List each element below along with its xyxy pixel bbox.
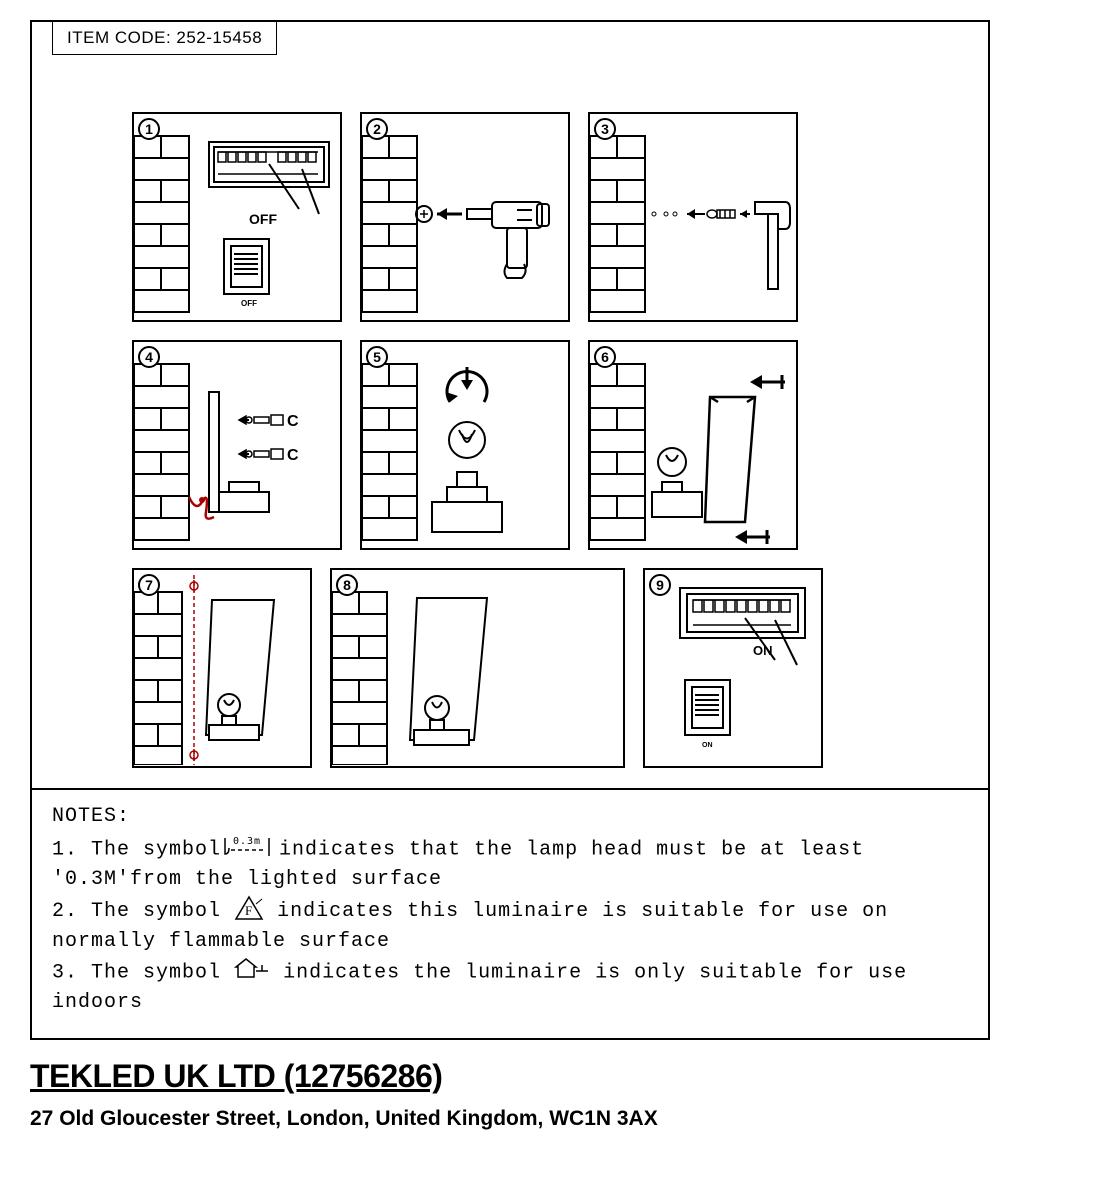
step-5-diagram	[362, 342, 567, 547]
svg-text:OFF: OFF	[241, 299, 257, 308]
svg-text:F: F	[245, 903, 253, 918]
step-number: 3	[594, 118, 616, 140]
item-code-tab: ITEM CODE: 252-15458	[52, 21, 277, 55]
step-2-diagram	[362, 114, 567, 319]
step-number: 6	[594, 346, 616, 368]
step-7: 7	[132, 568, 312, 768]
step-5: 5	[360, 340, 570, 550]
footer: TEKLED UK LTD (12756286) 27 Old Gloucest…	[30, 1058, 990, 1131]
svg-text:ON: ON	[702, 742, 713, 749]
step-9-diagram: ON ON	[645, 570, 820, 765]
flammable-symbol-icon: F	[234, 895, 264, 926]
instruction-sheet: ITEM CODE: 252-15458 1	[30, 20, 990, 1040]
note-3: 3. The symbol indicates the luminaire is…	[52, 957, 968, 1018]
notes-section: NOTES: 1. The symbol 0.3m indicates that…	[32, 788, 988, 1038]
step-number: 2	[366, 118, 388, 140]
on-label: ON	[753, 643, 773, 658]
note-1: 1. The symbol 0.3m indicates that the la…	[52, 834, 968, 895]
step-8-diagram	[332, 570, 622, 765]
step-number: 4	[138, 346, 160, 368]
off-label: OFF	[249, 211, 277, 227]
step-2: 2	[360, 112, 570, 322]
note-2: 2. The symbol F indicates this luminaire…	[52, 895, 968, 957]
step-3-diagram	[590, 114, 795, 319]
indoor-symbol-icon	[234, 957, 270, 987]
screw-c2: C	[287, 447, 299, 464]
step-number: 7	[138, 574, 160, 596]
screw-c1: C	[287, 413, 299, 430]
step-number: 1	[138, 118, 160, 140]
company-name: TEKLED UK LTD (12756286)	[30, 1058, 990, 1095]
step-number: 5	[366, 346, 388, 368]
step-4: 4	[132, 340, 342, 550]
step-6: 6	[588, 340, 798, 550]
step-6-diagram	[590, 342, 795, 547]
step-7-diagram	[134, 570, 309, 765]
step-8: 8	[330, 568, 625, 768]
notes-title: NOTES:	[52, 802, 968, 832]
step-number: 8	[336, 574, 358, 596]
step-1: 1	[132, 112, 342, 322]
step-3: 3	[588, 112, 798, 322]
step-4-diagram: C C	[134, 342, 339, 547]
diagram-grid: 1	[32, 22, 988, 788]
step-9: 9 ON	[643, 568, 823, 768]
company-address: 27 Old Gloucester Street, London, United…	[30, 1107, 990, 1131]
distance-symbol-icon: 0.3m	[221, 834, 279, 864]
step-number: 9	[649, 574, 671, 596]
svg-text:0.3m: 0.3m	[233, 836, 261, 847]
step-1-diagram: OFF OFF	[134, 114, 339, 319]
